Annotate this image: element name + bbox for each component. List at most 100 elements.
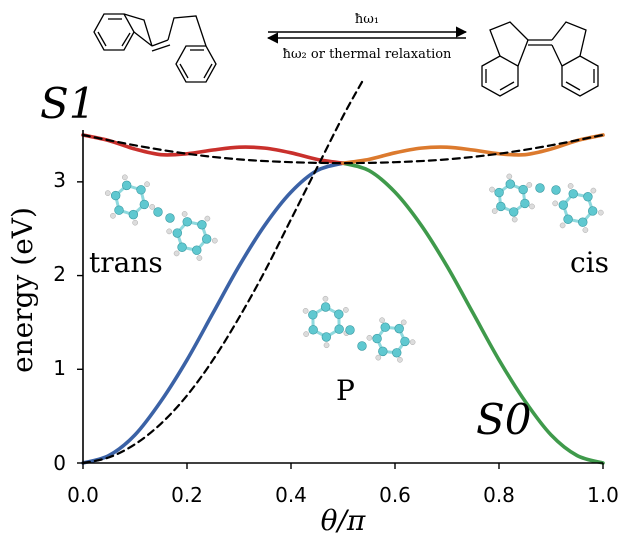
carbon-atom [114,205,124,215]
x-tick-label: 0.2 [171,483,203,507]
hydrogen-atom [104,190,111,196]
carbon-atom [578,217,588,227]
carbon-atom [563,214,573,224]
cis-label: cis [570,246,609,279]
carbon-atom [321,332,332,342]
carbon-atom [588,206,598,216]
y-tick-label: 2 [53,262,66,286]
hydrogen-atom [302,308,309,314]
carbon-atom [308,310,318,320]
carbon-atom [121,180,132,191]
cis-molecule [489,173,604,233]
y-tick-label: 3 [53,168,66,192]
tick-layer [77,181,604,469]
trans-molecule [104,174,218,261]
carbon-atom [558,200,568,210]
energy-curve [81,133,345,165]
hydrogen-atom [491,208,498,214]
hydrogen-atom [196,255,203,261]
carbon-atom [172,228,182,238]
energy-curve [81,161,345,465]
carbon-atom [494,187,504,198]
hydrogen-atom [322,295,329,302]
carbon-atom [136,185,146,195]
carbon-atom [197,220,207,230]
p-molecule [302,295,416,363]
x-tick-label: 0.0 [67,483,99,507]
carbon-atom [394,323,404,334]
carbon-atom [357,341,367,351]
hydrogen-atom [121,174,128,181]
energy-curve [341,133,605,165]
hydrogen-atom [132,219,139,226]
energy-curve [341,161,605,465]
carbon-atom [372,333,382,344]
carbon-atom [380,322,390,332]
carbon-atom [518,184,528,195]
carbon-atom [182,217,192,227]
y-tick-label: 1 [53,356,66,380]
carbon-atom [392,348,402,358]
carbon-atom [139,199,150,210]
hydrogen-atom [397,356,403,363]
reaction-scheme: ħω₁ ħω₂ or thermal relaxation [93,12,599,97]
carbon-atom [153,207,163,217]
carbon-atom [400,336,410,347]
trans-structure [93,13,217,83]
carbon-atom [583,192,593,202]
hydrogen-atom [552,200,559,207]
hydrogen-atom [511,216,518,223]
x-axis-label: θ/π [321,504,366,537]
x-tick-label: 0.4 [275,483,307,507]
hydrogen-atom [375,354,382,361]
carbon-atom [165,213,175,223]
hydrogen-atom [303,331,309,337]
s1-label: S1 [40,79,96,128]
hydrogen-atom [181,211,188,217]
cis-structure [481,21,599,97]
hydrogen-atom [526,182,533,188]
carbon-atom [110,190,121,201]
carbon-atom [505,179,515,189]
x-tick-label: 0.8 [483,483,515,507]
chart: 0.0 0.2 0.4 0.6 0.8 1.0 0 1 2 3 θ/π ener… [6,77,619,537]
forward-label: ħω₁ [355,12,379,27]
hydrogen-atom [489,186,495,193]
hydrogen-atom [211,237,218,244]
trans-label: trans [89,246,163,279]
dashed-curve [81,133,605,165]
carbon-atom [520,198,530,209]
carbon-atom [334,324,344,334]
hydrogen-atom [379,317,385,324]
x-tick-label: 1.0 [587,483,619,507]
hydrogen-atom [144,181,150,188]
carbon-atom [202,234,212,244]
carbon-atom [177,242,187,252]
hydrogen-atom [597,209,604,216]
carbon-atom [568,189,578,199]
carbon-atom [551,185,561,195]
y-axis-label: energy (eV) [6,207,39,373]
carbon-atom [192,245,202,255]
hydrogen-atom [173,250,180,257]
carbon-atom [334,309,344,319]
y-tick-label: 0 [53,451,66,475]
carbon-atom [378,346,388,357]
hydrogen-atom [559,222,566,229]
p-label: P [336,374,355,407]
hydrogen-atom [529,203,535,210]
x-tick-label: 0.6 [379,483,411,507]
s0-label: S0 [476,395,532,444]
hydrogen-atom [366,334,373,341]
hydrogen-atom [409,339,416,346]
carbon-atom [128,209,139,220]
hydrogen-atom [166,228,173,235]
carbon-atom [496,201,506,212]
hydrogen-atom [506,173,513,180]
series-layer [81,77,605,465]
carbon-atom [320,302,331,312]
hydrogen-atom [567,183,574,189]
carbon-atom [535,183,545,193]
hydrogen-atom [323,342,330,349]
